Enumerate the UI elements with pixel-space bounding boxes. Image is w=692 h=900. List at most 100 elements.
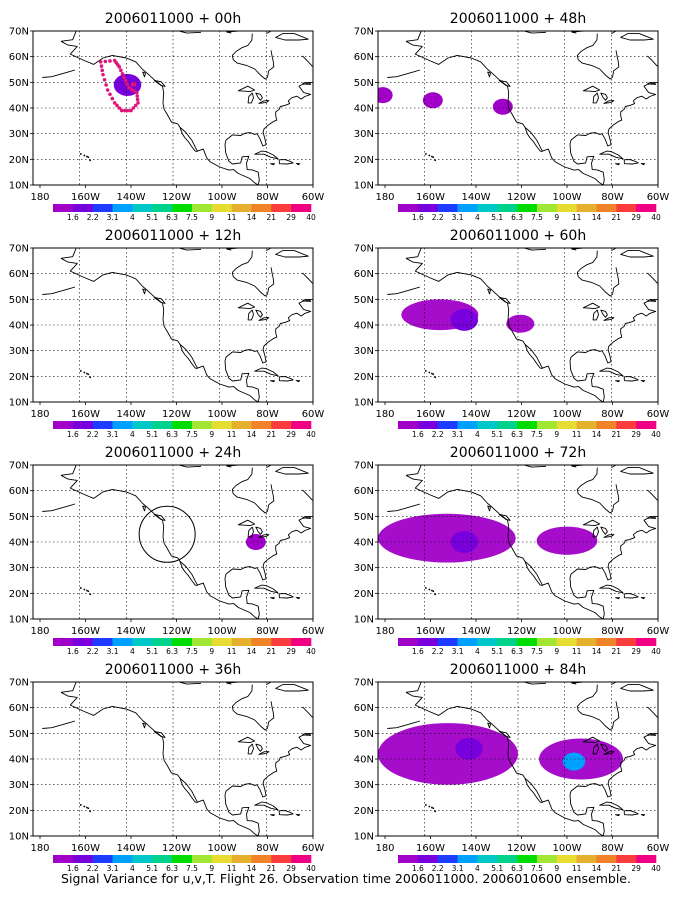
island-dot bbox=[86, 806, 88, 809]
island bbox=[278, 159, 294, 165]
colorbar-swatch bbox=[231, 855, 252, 863]
coastline bbox=[231, 250, 275, 297]
y-tick-label: 20N bbox=[9, 372, 29, 383]
colorbar-label: 7.5 bbox=[186, 647, 198, 656]
island bbox=[254, 367, 279, 377]
colorbar-swatch bbox=[497, 855, 518, 863]
colorbar-swatch bbox=[636, 855, 657, 863]
x-tick-label: 80W bbox=[256, 192, 279, 203]
map-plot-area bbox=[33, 31, 313, 185]
island bbox=[498, 80, 511, 87]
colorbar-label: 21 bbox=[612, 864, 622, 873]
figure-caption: Signal Variance for u,v,T. Flight 26. Ob… bbox=[61, 871, 631, 886]
colorbar-swatch bbox=[152, 855, 173, 863]
great-lake bbox=[237, 302, 256, 310]
great-lake bbox=[582, 736, 601, 744]
colorbar-label: 1.6 bbox=[67, 430, 79, 439]
panel-title: 2006011000 + 84h bbox=[450, 662, 586, 678]
flight-track-dot bbox=[119, 68, 123, 73]
flight-track-dot bbox=[108, 92, 112, 97]
y-tick-label: 30N bbox=[354, 129, 374, 140]
x-tick-label: 160W bbox=[71, 409, 100, 420]
panel-title: 2006011000 + 00h bbox=[105, 11, 241, 27]
colorbar-label: 3.1 bbox=[107, 430, 119, 439]
island-dot bbox=[89, 159, 92, 162]
y-tick-label: 60N bbox=[354, 703, 374, 714]
x-tick-label: 100W bbox=[553, 626, 582, 637]
x-tick-label: 180 bbox=[375, 843, 394, 854]
y-tick-label: 70N bbox=[354, 461, 374, 472]
colorbar-label: 9 bbox=[554, 213, 559, 222]
colorbar-swatch bbox=[172, 855, 193, 863]
great-lake bbox=[255, 309, 263, 318]
island bbox=[599, 367, 624, 377]
colorbar-swatch bbox=[53, 204, 74, 212]
y-tick-label: 50N bbox=[9, 729, 29, 740]
island-dot bbox=[431, 155, 433, 158]
arctic-island bbox=[275, 684, 309, 692]
colorbar-label: 11 bbox=[572, 430, 582, 439]
colorbar-label: 4 bbox=[475, 647, 480, 656]
x-tick-label: 140W bbox=[117, 626, 146, 637]
island bbox=[153, 514, 166, 521]
x-tick-label: 60W bbox=[302, 843, 325, 854]
island bbox=[278, 376, 294, 382]
colorbar-swatch bbox=[191, 421, 213, 429]
island bbox=[142, 288, 146, 295]
colorbar-label: 7.5 bbox=[186, 864, 198, 873]
coastline bbox=[524, 561, 543, 587]
colorbar-label: 1.6 bbox=[67, 647, 79, 656]
map-plot-area bbox=[378, 682, 658, 836]
great-lake bbox=[603, 534, 615, 538]
great-lake bbox=[592, 92, 599, 104]
colorbar-label: 4 bbox=[475, 213, 480, 222]
great-lake bbox=[247, 526, 254, 538]
coastline bbox=[224, 272, 313, 402]
arctic-island bbox=[179, 465, 202, 468]
great-lake bbox=[237, 85, 256, 93]
y-tick-label: 50N bbox=[9, 295, 29, 306]
colorbar-label: 40 bbox=[651, 430, 661, 439]
y-tick-label: 70N bbox=[9, 461, 29, 472]
x-tick-label: 100W bbox=[553, 843, 582, 854]
colorbar-label: 29 bbox=[631, 430, 641, 439]
x-tick-label: 120W bbox=[162, 409, 191, 420]
colorbar-label: 21 bbox=[612, 647, 622, 656]
colorbar-label: 4 bbox=[130, 213, 135, 222]
colorbar-label: 40 bbox=[306, 864, 316, 873]
island-dot bbox=[87, 590, 90, 593]
coastline bbox=[179, 778, 198, 804]
colorbar-label: 21 bbox=[612, 213, 622, 222]
colorbar-label: 5.1 bbox=[491, 864, 503, 873]
colorbar-label: 9 bbox=[554, 430, 559, 439]
flight-track-dot bbox=[112, 101, 117, 105]
island-dot bbox=[432, 156, 435, 159]
island bbox=[153, 297, 166, 304]
island-dot bbox=[89, 593, 92, 596]
variance-blob bbox=[455, 737, 483, 760]
colorbar-swatch bbox=[556, 421, 577, 429]
colorbar-swatch bbox=[72, 421, 93, 429]
colorbar-swatch bbox=[616, 638, 637, 646]
great-lake bbox=[600, 309, 608, 318]
colorbar-label: 14 bbox=[592, 864, 602, 873]
island bbox=[315, 735, 330, 742]
island-chain bbox=[42, 720, 76, 729]
island-dot bbox=[86, 155, 88, 158]
island bbox=[487, 505, 491, 512]
colorbar-swatch bbox=[211, 855, 232, 863]
island-dot bbox=[428, 154, 431, 157]
colorbar-label: 1.6 bbox=[412, 647, 424, 656]
colorbar-swatch bbox=[231, 421, 252, 429]
colorbar-label: 3.1 bbox=[452, 647, 464, 656]
great-lake bbox=[592, 309, 599, 321]
coastline bbox=[60, 248, 120, 259]
y-tick-label: 70N bbox=[9, 678, 29, 689]
x-tick-label: 60W bbox=[647, 192, 670, 203]
island bbox=[623, 810, 639, 816]
panel-title: 2006011000 + 36h bbox=[105, 662, 241, 678]
colorbar-swatch bbox=[636, 638, 657, 646]
panel-title: 2006011000 + 60h bbox=[450, 228, 586, 244]
coastline bbox=[405, 248, 465, 259]
panel-title: 2006011000 + 24h bbox=[105, 445, 241, 461]
